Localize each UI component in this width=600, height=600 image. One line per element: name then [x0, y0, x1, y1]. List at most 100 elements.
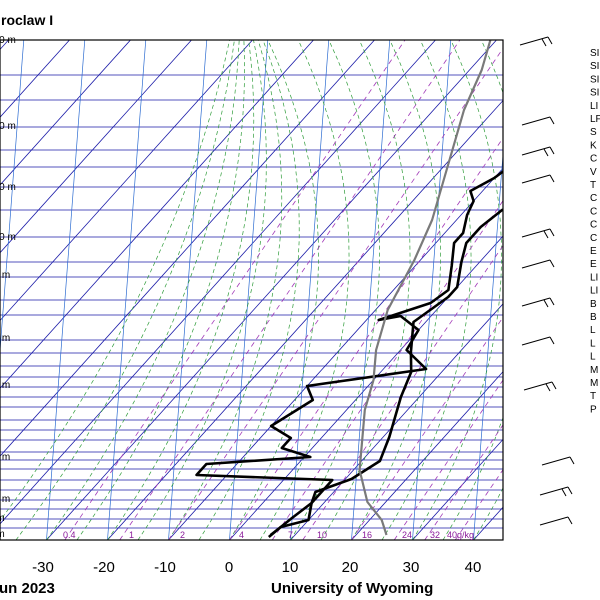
index-label: SI	[590, 48, 599, 59]
height-label: 53 m	[0, 494, 10, 505]
isotherm	[0, 40, 192, 254]
x-tick-label: 0	[225, 559, 233, 576]
wind-barb-staff	[521, 259, 551, 269]
x-tick-label: -30	[32, 559, 54, 576]
wind-barb-flag	[567, 486, 573, 495]
moist-adiabat	[290, 40, 380, 540]
index-label: SI	[590, 61, 599, 72]
mixing-ratio-label: 0.4	[63, 530, 76, 540]
index-label: V	[590, 167, 597, 178]
wind-barb-flag	[549, 174, 555, 183]
dry-adiabat	[473, 149, 503, 540]
plot-frame	[0, 39, 504, 541]
temperature-line	[269, 208, 503, 537]
wind-barb-staff	[521, 228, 551, 238]
wind-barb-staff	[519, 36, 549, 46]
wind-barb-flag	[545, 383, 551, 392]
height-label: 540 m	[0, 232, 16, 243]
x-tick-label: 40	[465, 559, 482, 576]
mixing-ratio-line	[64, 40, 406, 540]
dry-adiabat	[168, 40, 208, 540]
mixing-ratio-label: 32	[430, 530, 440, 540]
mixing-ratio-line	[302, 244, 503, 540]
index-label: M	[590, 365, 598, 376]
index-label: C	[590, 206, 597, 217]
wind-barb-flag	[549, 116, 555, 125]
mixing-ratio-line	[271, 200, 503, 540]
wind-barb-staff	[539, 516, 569, 526]
index-label: B	[590, 299, 597, 310]
mixing-ratio-line	[119, 40, 461, 540]
height-label: 950 m	[0, 182, 16, 193]
mixing-ratio-labels: 0.4 1 2 4 7 10 16 24 32 40g/kg	[63, 530, 474, 540]
wind-barb-flag	[543, 230, 549, 239]
x-tick-label: -20	[93, 559, 115, 576]
parcel-line	[358, 40, 492, 536]
wind-barb-flag	[541, 38, 547, 47]
mixing-ratio-line	[351, 316, 503, 540]
wind-barbs	[519, 36, 575, 526]
wind-barb-staff	[521, 174, 551, 184]
wind-barb-staff	[521, 116, 551, 126]
index-label: LF	[590, 114, 600, 125]
index-label: C	[590, 193, 597, 204]
mixing-ratio-label: 7	[288, 530, 293, 540]
mixing-ratio-line	[424, 424, 503, 540]
diagram-grid	[0, 40, 503, 540]
height-label: 27 m	[0, 452, 10, 463]
height-label: 60 m	[0, 333, 10, 344]
height-label: 5 m	[0, 513, 5, 524]
mixing-ratio-label: 1	[129, 530, 134, 540]
chart-title: roclaw I	[1, 12, 53, 28]
dry-adiabat	[107, 40, 147, 540]
index-label: LI	[590, 272, 598, 283]
index-label: C	[590, 220, 597, 231]
mixing-ratio-label: 40g/kg	[447, 530, 474, 540]
moist-adiabat	[107, 40, 255, 540]
wind-barb-staff	[539, 486, 569, 496]
wind-barb-flag	[549, 336, 555, 345]
x-tick-label: 30	[403, 559, 420, 576]
moist-adiabat	[0, 40, 230, 522]
footer-source: University of Wyoming	[271, 580, 433, 597]
index-label: LI	[590, 286, 598, 297]
wind-barb-flag	[567, 516, 573, 525]
wind-barb-flag	[549, 259, 555, 268]
mixing-ratio-line	[393, 379, 503, 540]
index-label: T	[590, 180, 596, 191]
height-label: 390 m	[0, 35, 16, 46]
dry-adiabat	[351, 40, 391, 540]
dry-adiabat	[46, 40, 86, 540]
index-label: S	[590, 127, 597, 138]
moist-adiabat	[198, 40, 300, 540]
isotherm	[168, 167, 503, 540]
index-label: L	[590, 352, 596, 363]
wind-barb-staff	[521, 146, 551, 156]
dry-adiabat	[412, 40, 452, 540]
wind-barb-flag	[569, 456, 575, 465]
index-label: T	[590, 391, 596, 402]
moist-adiabat	[76, 40, 245, 540]
isotherm	[0, 40, 253, 322]
dry-adiabat	[0, 40, 25, 356]
height-labels: 390 m 790 m 950 m 540 m 50 m 60 m 30 m 27 m 53 m…	[0, 35, 16, 540]
index-label: SI	[590, 88, 599, 99]
mixing-ratio-label: 10	[317, 530, 327, 540]
mixing-ratio-line	[229, 137, 503, 540]
mixing-ratio-label: 4	[239, 530, 244, 540]
index-label: L	[590, 338, 596, 349]
height-label: 7 m	[0, 529, 5, 540]
moist-adiabat	[412, 40, 502, 540]
sounding-profiles	[195, 40, 503, 538]
wind-barb-flag	[547, 36, 553, 45]
moist-adiabat	[229, 40, 319, 540]
index-label: E	[590, 246, 597, 257]
wind-barb-flag	[549, 146, 555, 155]
wind-barb-staff	[521, 297, 551, 307]
x-tick-label: 10	[282, 559, 299, 576]
isotherm	[0, 40, 131, 186]
x-tick-label: -10	[154, 559, 176, 576]
dewpoint-line	[195, 169, 503, 538]
